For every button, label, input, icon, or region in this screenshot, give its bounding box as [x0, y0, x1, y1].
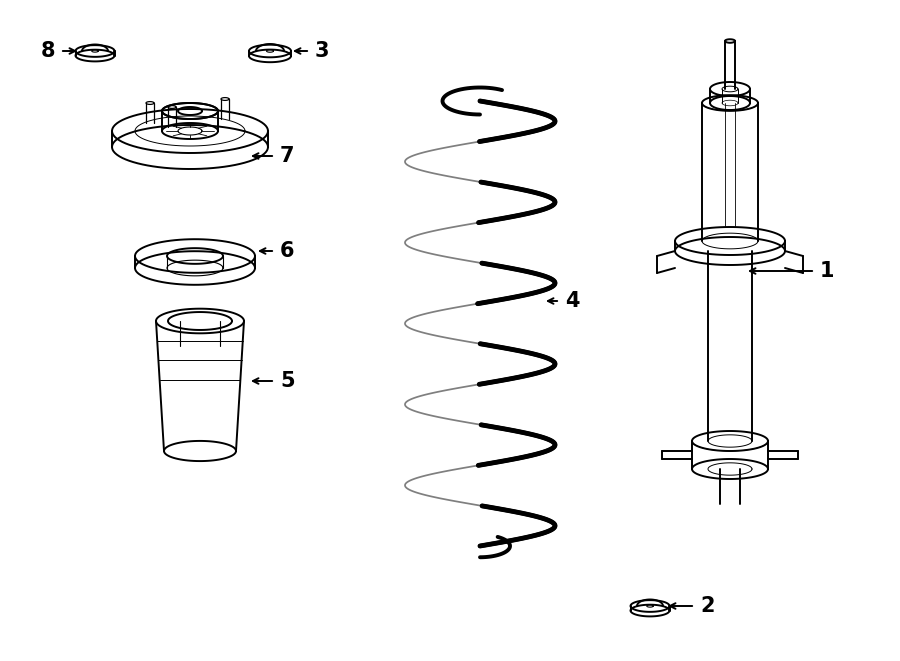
- Text: 8: 8: [40, 41, 55, 61]
- Text: 7: 7: [280, 146, 294, 166]
- Text: 3: 3: [315, 41, 329, 61]
- Text: 4: 4: [565, 291, 580, 311]
- Text: 1: 1: [820, 261, 834, 281]
- Text: 2: 2: [700, 596, 715, 616]
- Text: 6: 6: [280, 241, 294, 261]
- Text: 5: 5: [280, 371, 294, 391]
